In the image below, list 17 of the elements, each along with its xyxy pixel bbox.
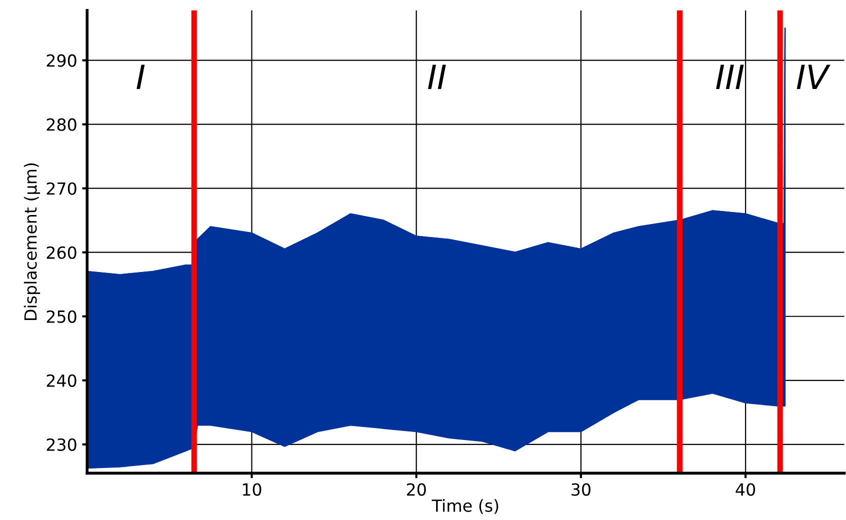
x-axis-title: Time (s) [432, 499, 498, 514]
y-tick-label: 280 [46, 118, 76, 131]
y-tick-label: 250 [46, 310, 76, 323]
x-tick-label: 10 [242, 483, 262, 496]
annotation: III [716, 64, 744, 90]
x-tick-label: 20 [406, 483, 426, 496]
y-tick-label: 230 [46, 438, 76, 451]
y-tick-label: 270 [46, 182, 76, 195]
y-tick-label: 240 [46, 374, 76, 387]
annotation: IV [796, 64, 830, 90]
y-tick-label: 290 [46, 54, 76, 67]
annotation: II [428, 64, 446, 90]
y-axis-title: Displacement (µm) [24, 163, 40, 320]
annotation: I [136, 64, 145, 90]
x-tick-label: 30 [572, 483, 590, 496]
y-tick-label: 260 [46, 246, 76, 259]
x-tick-label: 40 [736, 483, 756, 496]
